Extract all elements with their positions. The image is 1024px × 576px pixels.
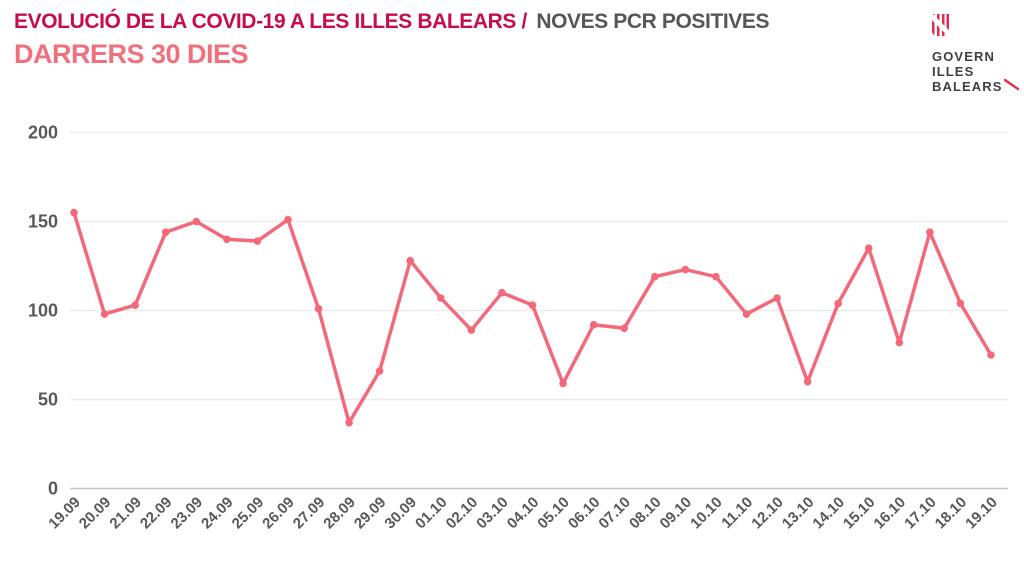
x-tick-label: 30.09 bbox=[381, 494, 420, 533]
data-point bbox=[498, 288, 506, 297]
data-point bbox=[589, 320, 598, 329]
data-point bbox=[192, 217, 201, 226]
data-point bbox=[895, 338, 904, 347]
data-point bbox=[100, 310, 109, 318]
data-points bbox=[70, 208, 995, 427]
y-tick-label: 0 bbox=[48, 479, 58, 499]
x-tick-label: 28.09 bbox=[320, 494, 359, 533]
x-tick-label: 11.10 bbox=[718, 494, 756, 532]
x-tick-label: 19.09 bbox=[45, 494, 84, 533]
data-point bbox=[803, 377, 812, 386]
x-tick-label: 22.09 bbox=[137, 494, 176, 533]
data-point bbox=[773, 294, 781, 302]
x-tick-label: 16.10 bbox=[871, 494, 910, 533]
x-tick-label: 10.10 bbox=[687, 494, 726, 533]
x-tick-label: 20.09 bbox=[76, 494, 115, 533]
data-point bbox=[528, 301, 537, 309]
data-point bbox=[284, 215, 292, 224]
x-tick-label: 21.09 bbox=[106, 494, 145, 533]
balears-coat-of-arms-icon bbox=[932, 14, 949, 36]
x-axis-labels: 19.0920.0921.0922.0923.0924.0925.0926.09… bbox=[45, 494, 1001, 533]
x-tick-label: 12.10 bbox=[748, 494, 787, 533]
x-tick-label: 03.10 bbox=[473, 494, 512, 533]
data-point bbox=[437, 294, 445, 302]
data-point bbox=[406, 256, 415, 265]
data-point bbox=[926, 228, 934, 236]
x-tick-label: 23.09 bbox=[168, 494, 207, 533]
x-tick-label: 09.10 bbox=[657, 494, 696, 533]
logo-line-balears: BALEARS bbox=[932, 79, 1019, 94]
govern-illes-balears-logo: GOVERN ILLES BALEARS bbox=[932, 14, 1019, 94]
x-tick-label: 18.10 bbox=[932, 494, 971, 533]
x-tick-label: 05.10 bbox=[534, 494, 573, 533]
x-tick-label: 14.10 bbox=[809, 494, 848, 533]
y-tick-label: 150 bbox=[28, 212, 58, 232]
x-tick-label: 27.09 bbox=[290, 494, 329, 533]
data-point bbox=[712, 272, 720, 281]
data-point bbox=[70, 208, 78, 217]
data-point bbox=[345, 418, 353, 427]
data-point bbox=[314, 304, 323, 313]
data-line bbox=[72, 210, 993, 425]
data-point bbox=[161, 228, 170, 236]
data-point bbox=[987, 351, 995, 359]
header: EVOLUCIÓ DE LA COVID-19 A LES ILLES BALE… bbox=[14, 10, 894, 70]
x-tick-label: 15.10 bbox=[840, 494, 879, 533]
x-tick-label: 02.10 bbox=[443, 494, 482, 533]
y-tick-label: 100 bbox=[28, 301, 58, 321]
data-point bbox=[864, 244, 873, 252]
x-tick-label: 26.09 bbox=[259, 494, 298, 533]
data-point bbox=[467, 326, 476, 334]
data-point bbox=[131, 301, 139, 309]
x-tick-label: 17.10 bbox=[901, 494, 940, 533]
data-point bbox=[620, 324, 628, 333]
x-tick-label: 25.09 bbox=[229, 494, 268, 533]
x-tick-label: 24.09 bbox=[198, 494, 237, 533]
x-tick-label: 19.10 bbox=[962, 494, 1001, 533]
logo-text: GOVERN ILLES BALEARS bbox=[932, 49, 1019, 94]
data-point bbox=[253, 237, 262, 245]
x-tick-label: 01.10 bbox=[412, 494, 451, 533]
logo-line-illes: ILLES bbox=[932, 64, 975, 79]
data-point bbox=[681, 265, 690, 274]
gridlines bbox=[70, 131, 1008, 490]
x-tick-label: 13.10 bbox=[779, 494, 818, 533]
title-secondary: NOVES PCR POSITIVES bbox=[536, 10, 770, 33]
logo-line-govern: GOVERN bbox=[932, 49, 995, 64]
data-point bbox=[834, 299, 842, 308]
page-title: EVOLUCIÓ DE LA COVID-19 A LES ILLES BALE… bbox=[14, 10, 894, 34]
data-point bbox=[223, 235, 231, 244]
x-tick-label: 06.10 bbox=[565, 494, 604, 533]
page-subtitle: DARRERS 30 DIES bbox=[14, 39, 249, 69]
red-slash-icon bbox=[1003, 79, 1019, 91]
y-tick-label: 50 bbox=[38, 390, 58, 410]
title-primary: EVOLUCIÓ DE LA COVID-19 A LES ILLES BALE… bbox=[14, 10, 527, 33]
data-point bbox=[742, 310, 751, 318]
x-tick-label: 29.09 bbox=[351, 494, 390, 533]
x-tick-label: 07.10 bbox=[595, 494, 634, 533]
data-point bbox=[375, 367, 384, 375]
x-tick-label: 08.10 bbox=[626, 494, 665, 533]
y-axis-labels: 0 50 100 150 200 bbox=[28, 123, 58, 499]
data-point bbox=[559, 379, 567, 388]
data-point bbox=[956, 299, 965, 308]
x-tick-label: 04.10 bbox=[504, 494, 543, 533]
y-tick-label: 200 bbox=[28, 123, 58, 143]
data-point bbox=[650, 272, 659, 281]
